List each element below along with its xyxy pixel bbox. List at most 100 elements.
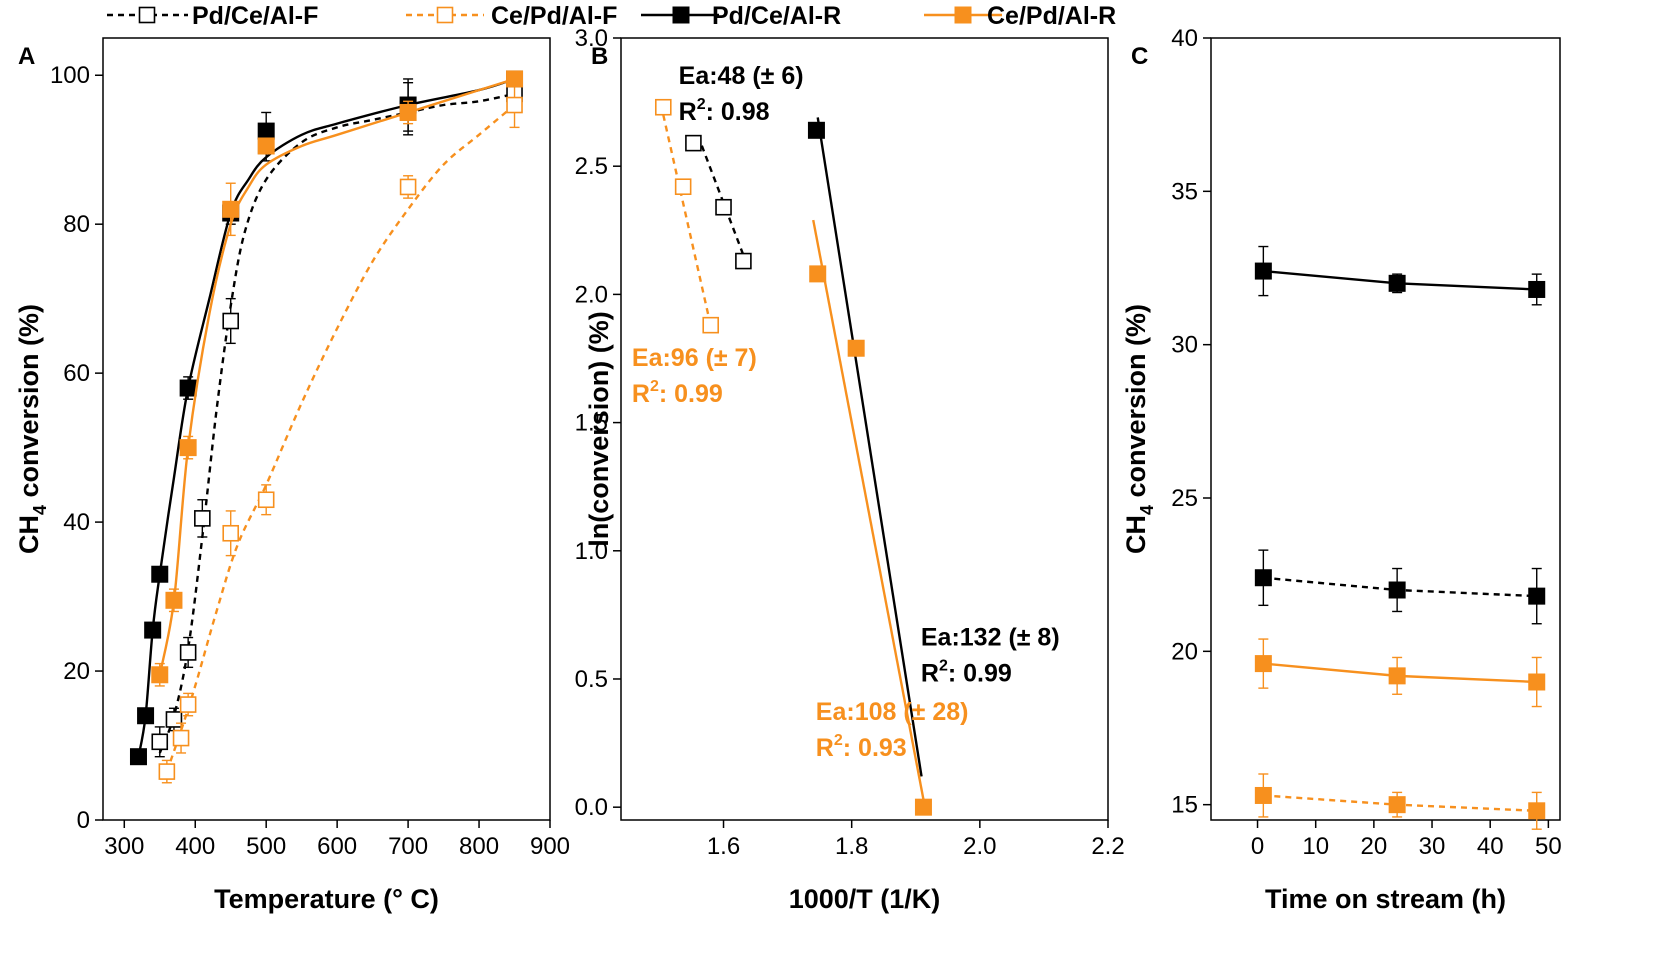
- legend-item-pd-ce-al-r: Pd/Ce/Al-R: [641, 2, 841, 30]
- plot-frame: [1210, 37, 1561, 821]
- series-ce-pd-al-r: [151, 70, 524, 687]
- x-tick-label: 2.2: [1091, 833, 1124, 860]
- data-point: [151, 666, 169, 684]
- y-tick-label: 80: [63, 211, 90, 238]
- y-axis-title: CH4 conversion (%): [14, 304, 50, 554]
- series-line: [158, 77, 515, 676]
- y-axis-title-subscript: 4: [30, 505, 50, 515]
- x-axis-title: Temperature (° C): [214, 884, 439, 914]
- data-point: [807, 121, 825, 139]
- data-point: [194, 510, 211, 527]
- y-axis-title: ln(conversion) (%): [584, 311, 614, 547]
- y-tick-label: 15: [1171, 792, 1198, 819]
- data-point: [1528, 802, 1546, 820]
- fit-line: [662, 114, 711, 321]
- data-point: [179, 644, 197, 661]
- annotation-r2: R2: 0.99: [921, 658, 1012, 688]
- data-point: [1528, 587, 1546, 605]
- data-point: [151, 565, 169, 583]
- annotation-r2: R2: 0.93: [816, 732, 907, 762]
- fit-line: [812, 219, 925, 800]
- y-axis-title-subscript: 4: [1137, 505, 1157, 515]
- data-point: [735, 252, 752, 270]
- annotation-r-prefix: R: [816, 734, 834, 762]
- y-axis-title-main: CH: [1121, 515, 1151, 554]
- y-tick-label: 30: [1171, 332, 1198, 359]
- x-tick-label: 300: [104, 833, 144, 860]
- data-point: [1388, 667, 1406, 685]
- series-pd-ce-al-r: [1254, 245, 1546, 306]
- series-pd-ce-al-r: [807, 117, 923, 777]
- x-tick-label: 20: [1361, 833, 1388, 860]
- legend-label: Ce/Pd/Al-R: [987, 2, 1116, 30]
- series-ce-pd-al-r: [809, 219, 932, 816]
- panel-a: 300 400 500 600 700 800 900 0 20 40 60 80 100 Tempera…: [14, 37, 570, 914]
- data-point: [179, 439, 197, 457]
- y-tick-label: 20: [63, 658, 90, 685]
- data-point: [1388, 274, 1406, 292]
- series-ce-pd-al-r: [1254, 638, 1546, 708]
- y-tick-label: 2.5: [575, 153, 608, 180]
- data-point: [506, 70, 524, 88]
- annotation-ea: Ea:108 (± 28): [816, 698, 969, 726]
- x-tick-label: 500: [246, 833, 286, 860]
- annotation-ea-value: Ea:96: [632, 344, 706, 372]
- x-tick-label: 10: [1302, 833, 1329, 860]
- annotation-ea: Ea:48 (± 6): [679, 62, 804, 90]
- data-point: [179, 379, 197, 397]
- annotation-r-prefix: R: [679, 98, 697, 126]
- data-point: [506, 96, 523, 114]
- data-point: [165, 711, 183, 728]
- annotation-ea-value: Ea:48: [679, 62, 753, 90]
- data-point: [257, 491, 275, 509]
- legend-marker: [672, 6, 690, 24]
- y-tick-label: 3.0: [575, 25, 608, 52]
- x-tick-label: 400: [175, 833, 215, 860]
- y-tick-label: 0.5: [575, 666, 608, 693]
- series-ce-pd-al-f: [654, 98, 720, 334]
- y-axis-title-main: CH: [14, 515, 44, 554]
- x-tick-label: 40: [1477, 833, 1504, 860]
- data-point: [715, 198, 732, 216]
- y-axis-title-rest: conversion (%): [1121, 304, 1151, 505]
- series-line: [137, 77, 515, 757]
- x-tick-label: 30: [1419, 833, 1446, 860]
- y-tick-label: 2.0: [575, 281, 608, 308]
- panel-letter-b: B: [591, 43, 608, 70]
- y-tick-label: 25: [1171, 485, 1198, 512]
- legend: Pd/Ce/Al-F Ce/Pd/Al-F Pd/Ce/Al-R Ce/Pd/Al-R: [107, 2, 1116, 30]
- y-tick-label: 40: [1171, 25, 1198, 52]
- annotation-ea-error: (± 28): [903, 698, 968, 726]
- data-point: [654, 98, 672, 116]
- x-tick-label: 800: [459, 833, 499, 860]
- annotation-r-value: : 0.99: [659, 380, 723, 408]
- y-axis-title: CH4 conversion (%): [1121, 304, 1157, 554]
- panel-b: 1.6 1.8 2.0 2.2 0.0 0.5 1.0 1.5 2.0 2.5 3.0 1000/T …: [575, 25, 1125, 914]
- x-tick-label: 0: [1251, 833, 1264, 860]
- data-point: [172, 729, 190, 747]
- annotation-ea-error: (± 7): [706, 344, 757, 372]
- panel-letter-c: C: [1131, 43, 1148, 70]
- data-point: [1254, 786, 1272, 804]
- annotation-r-prefix: R: [921, 660, 939, 688]
- data-point: [222, 312, 240, 330]
- series-pd-ce-al-f: [685, 134, 752, 270]
- data-point: [1254, 655, 1272, 673]
- x-tick-label: 900: [530, 833, 570, 860]
- legend-label: Pd/Ce/Al-F: [192, 2, 318, 30]
- data-point: [914, 798, 932, 816]
- legend-marker: [954, 6, 972, 24]
- series-ce-pd-al-f: [1254, 773, 1546, 830]
- x-tick-label: 1.6: [707, 833, 740, 860]
- y-tick-label: 40: [63, 509, 90, 536]
- panel-c: 0 10 20 30 40 50 15 20 25 30 35 40 Time on stream (h…: [1121, 25, 1562, 914]
- data-point: [1254, 262, 1272, 280]
- legend-label: Ce/Pd/Al-F: [491, 2, 617, 30]
- annotation-ea-value: Ea:132: [921, 624, 1009, 652]
- data-point: [257, 137, 275, 155]
- annotation-r-superscript: 2: [939, 658, 948, 675]
- y-tick-label: 60: [63, 360, 90, 387]
- data-point: [702, 316, 720, 334]
- annotation-r2: R2: 0.98: [679, 96, 770, 126]
- legend-item-ce-pd-al-r: Ce/Pd/Al-R: [924, 2, 1116, 30]
